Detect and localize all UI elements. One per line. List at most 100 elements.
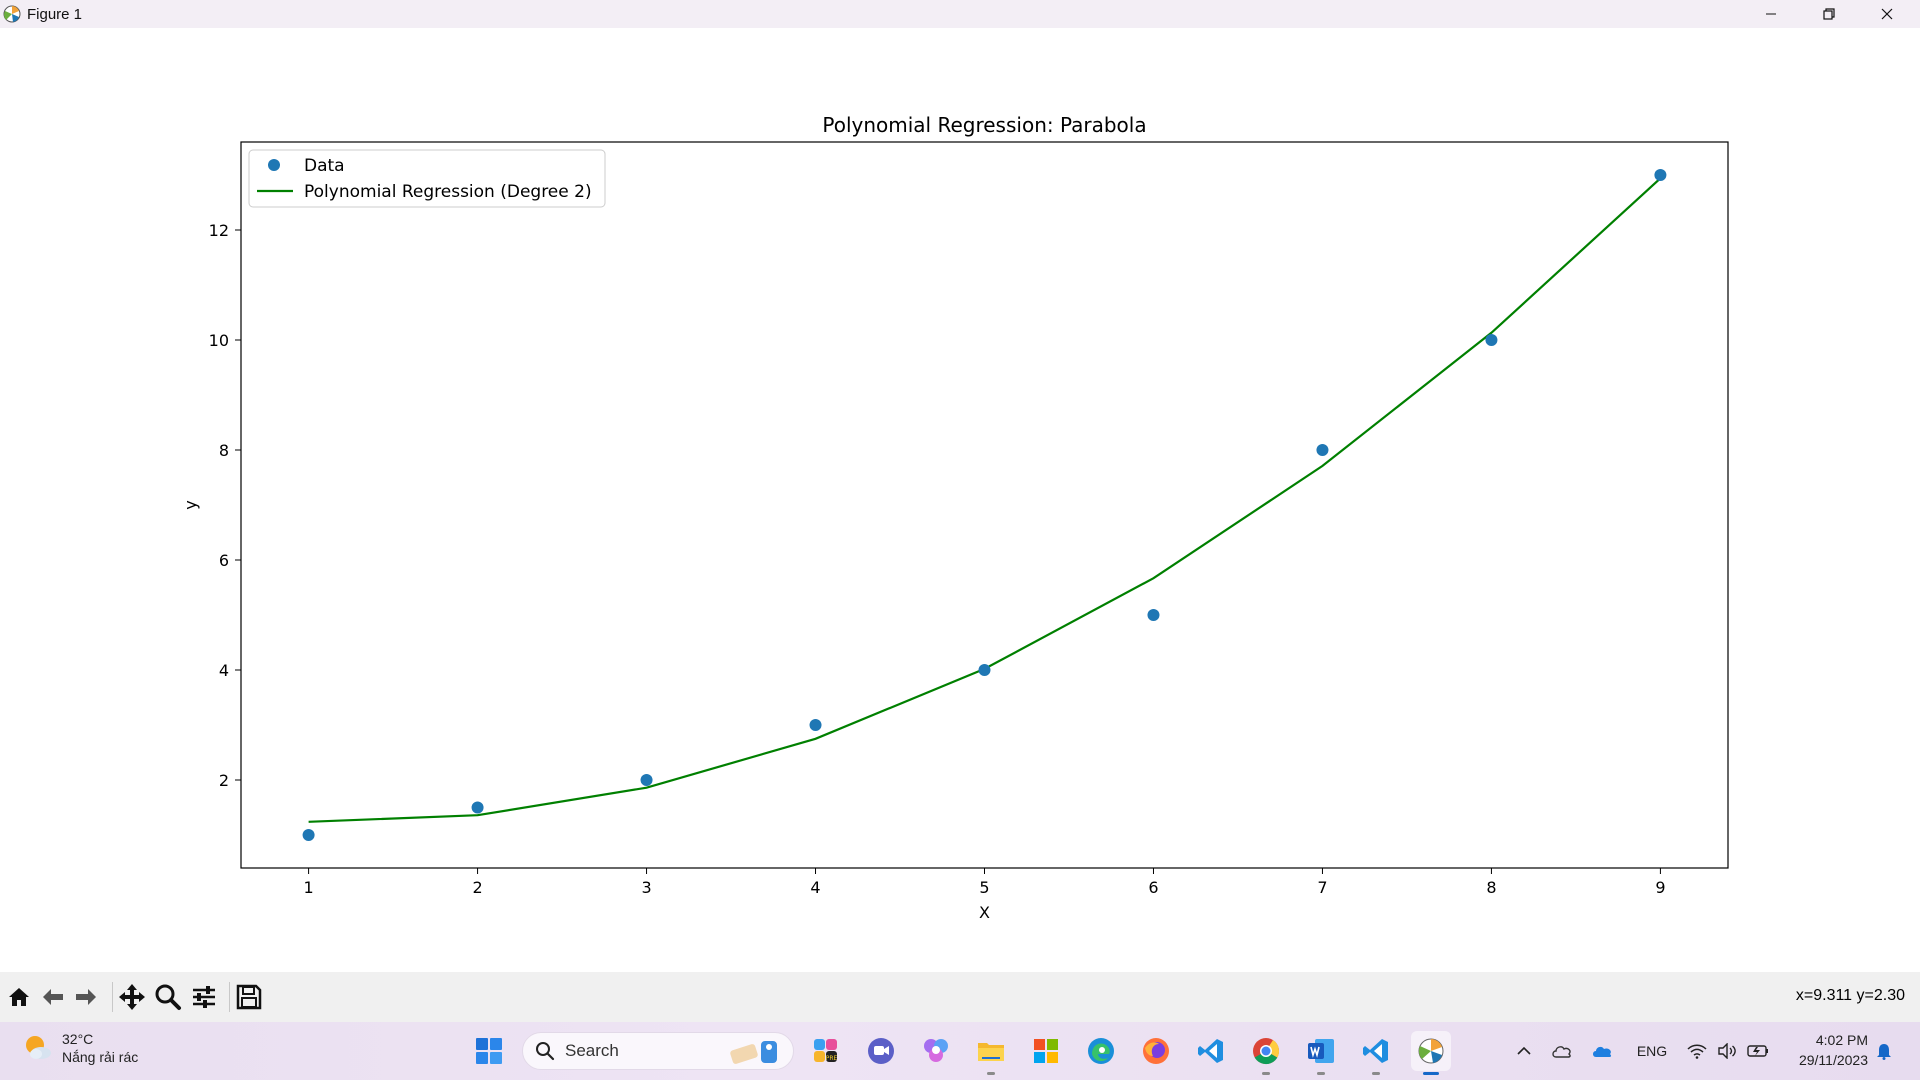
- weather-desc: Nắng rải rác: [62, 1049, 139, 1065]
- taskbar-app-vscode-2[interactable]: [1356, 1031, 1396, 1075]
- pan-icon: [119, 984, 145, 1010]
- zoom-icon: [155, 984, 181, 1010]
- y-axis-label: y: [181, 500, 200, 509]
- configure-subplots-button[interactable]: [189, 982, 219, 1012]
- data-point: [978, 664, 991, 676]
- wifi-icon: [1687, 1044, 1707, 1059]
- x-tick-label: 1: [303, 878, 313, 897]
- weather-widget[interactable]: 32°C Nắng rải rác: [22, 1031, 138, 1065]
- tray-overflow-button[interactable]: [1512, 1040, 1536, 1062]
- taskbar-app-store[interactable]: [1026, 1031, 1066, 1071]
- taskbar-app-vscode[interactable]: [1191, 1031, 1231, 1071]
- x-tick-label: 6: [1148, 878, 1158, 897]
- taskbar-app-edge[interactable]: [1081, 1031, 1121, 1071]
- x-tick-label: 5: [979, 878, 989, 897]
- taskbar: 32°C Nắng rải rác Search: [0, 1022, 1920, 1080]
- tray-onedrive[interactable]: [1590, 1040, 1616, 1062]
- running-indicator: [987, 1072, 995, 1075]
- taskbar-app-chrome[interactable]: [1246, 1031, 1286, 1075]
- tray-language[interactable]: ENG: [1636, 1043, 1668, 1059]
- taskbar-app-photos[interactable]: [916, 1031, 956, 1071]
- matplotlib-app-icon: [3, 5, 21, 23]
- start-button[interactable]: [469, 1031, 509, 1071]
- tray-onedrive-personal[interactable]: [1550, 1040, 1574, 1062]
- taskbar-app-copilot[interactable]: PRE: [806, 1031, 846, 1071]
- cloud-outline-icon: [1552, 1046, 1571, 1058]
- zoom-button[interactable]: [153, 982, 183, 1012]
- x-tick-label: 4: [810, 878, 820, 897]
- word-icon: [1308, 1039, 1334, 1063]
- legend-box: [248, 149, 606, 208]
- vscode-icon-2: [1363, 1039, 1388, 1063]
- data-point: [1316, 444, 1329, 456]
- window-title: Figure 1: [27, 5, 83, 23]
- configure-icon: [193, 986, 215, 1008]
- figure-canvas[interactable]: Polynomial Regression: Parabola 1 2 3 4 5 6 7 8 9…: [0, 28, 1920, 972]
- running-indicator: [1262, 1072, 1270, 1075]
- data-point: [640, 774, 653, 786]
- tray-battery[interactable]: [1746, 1040, 1770, 1062]
- copilot-icon: PRE: [814, 1039, 838, 1062]
- svg-text:PRE: PRE: [826, 1055, 838, 1062]
- y-tick-label: 6: [219, 551, 229, 570]
- x-axis-label: X: [979, 903, 990, 922]
- running-indicator: [1317, 1072, 1325, 1075]
- bell-icon: [1877, 1044, 1891, 1060]
- forward-button[interactable]: [71, 982, 101, 1012]
- restore-button[interactable]: [1800, 0, 1858, 28]
- taskbar-app-file-explorer[interactable]: [971, 1031, 1011, 1075]
- x-tick-label: 2: [472, 878, 482, 897]
- restore-icon: [1823, 8, 1835, 20]
- vscode-icon: [1198, 1039, 1223, 1063]
- tray-volume[interactable]: [1716, 1040, 1738, 1062]
- legend-marker-data: [268, 159, 280, 171]
- y-tick-label: 8: [219, 441, 229, 460]
- running-indicator: [1372, 1072, 1380, 1075]
- plot-frame: [240, 141, 1729, 869]
- taskbar-app-word[interactable]: [1301, 1031, 1341, 1075]
- back-button[interactable]: [38, 982, 68, 1012]
- taskbar-app-firefox[interactable]: [1136, 1031, 1176, 1071]
- data-point: [809, 719, 822, 731]
- y-tick-label: 10: [209, 331, 229, 350]
- taskbar-search[interactable]: Search: [522, 1032, 794, 1070]
- y-tick-label: 12: [209, 221, 229, 240]
- close-icon: [1881, 8, 1893, 20]
- x-tick-label: 8: [1486, 878, 1496, 897]
- save-button[interactable]: [234, 982, 264, 1012]
- onedrive-cloud-icon: [1593, 1046, 1612, 1057]
- data-point: [1485, 334, 1498, 346]
- notification-button[interactable]: [1873, 1040, 1895, 1062]
- battery-charging-icon: [1747, 1045, 1768, 1057]
- photos-icon: [924, 1039, 948, 1062]
- close-button[interactable]: [1858, 0, 1916, 28]
- taskbar-app-meet[interactable]: [861, 1031, 901, 1071]
- regression-line: [308, 177, 1662, 823]
- volume-icon: [1718, 1043, 1736, 1059]
- chart-title: Polynomial Regression: Parabola: [822, 113, 1146, 137]
- chrome-icon: [1253, 1038, 1280, 1065]
- title-bar: Figure 1: [0, 0, 1920, 28]
- weather-temp: 32°C: [62, 1031, 94, 1047]
- home-button[interactable]: [4, 982, 34, 1012]
- x-tick-label: 3: [641, 878, 651, 897]
- back-icon: [43, 989, 63, 1005]
- tray-wifi[interactable]: [1686, 1040, 1708, 1062]
- matplotlib-icon: [1418, 1038, 1444, 1064]
- firefox-icon: [1143, 1038, 1169, 1064]
- y-tick-label: 2: [219, 771, 229, 790]
- taskbar-app-matplotlib[interactable]: [1411, 1031, 1451, 1075]
- navigation-toolbar: x=9.311 y=2.30: [0, 972, 1920, 1022]
- pan-button[interactable]: [117, 982, 147, 1012]
- meet-icon: [868, 1038, 894, 1064]
- weather-sun-cloud-icon: [26, 1036, 51, 1059]
- file-explorer-icon: [978, 1043, 1004, 1061]
- active-indicator: [1423, 1072, 1439, 1075]
- legend-label-line: Polynomial Regression (Degree 2): [304, 182, 592, 202]
- taskbar-clock[interactable]: 4:02 PM 29/11/2023: [1799, 1030, 1868, 1070]
- legend-label-data: Data: [304, 156, 345, 176]
- x-tick-label: 9: [1655, 878, 1665, 897]
- minimize-button[interactable]: [1742, 0, 1800, 28]
